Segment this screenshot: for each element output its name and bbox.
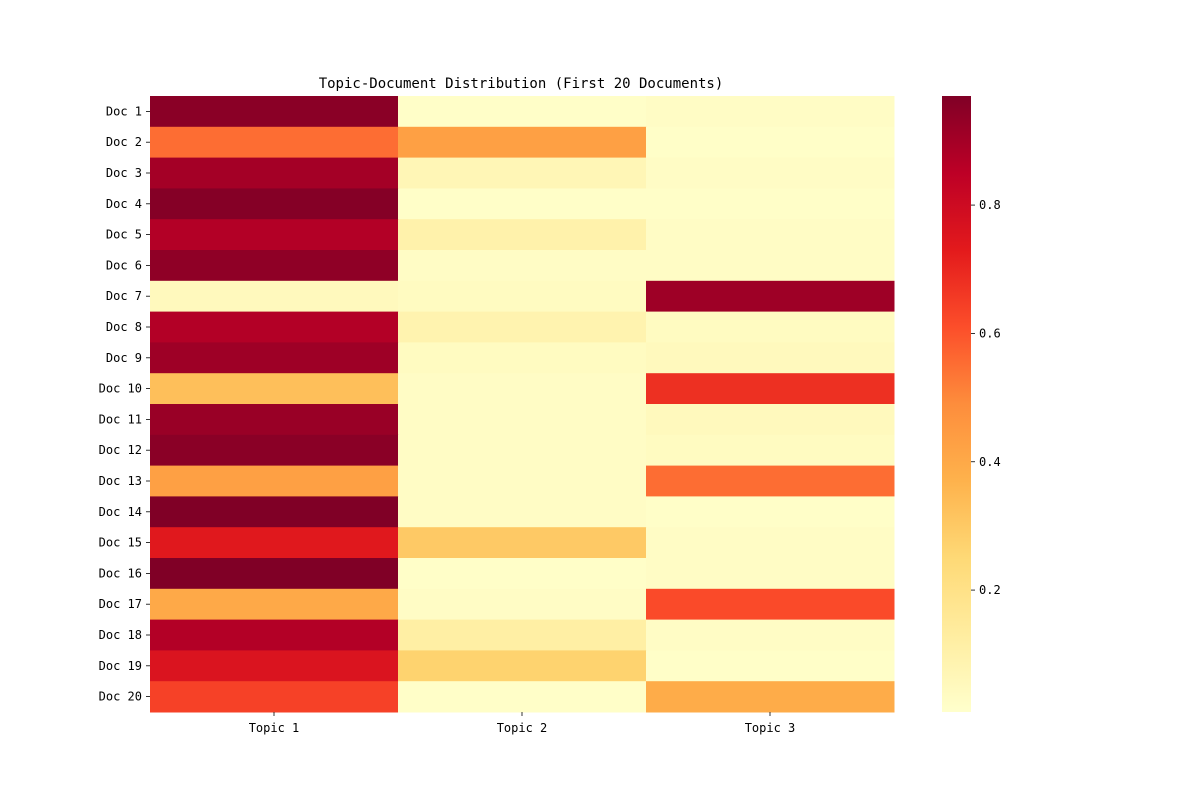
heatmap-cell <box>398 188 647 220</box>
y-tick-label: Doc 5 <box>106 228 142 242</box>
heatmap-cell <box>646 681 895 713</box>
y-tick-label: Doc 16 <box>99 566 142 580</box>
y-axis-ticks: Doc 1 Doc 2 Doc 3 Doc 4 Doc 5 Doc 6 Doc 7 Doc 8… <box>99 104 150 704</box>
y-tick-label: Doc 12 <box>99 443 142 457</box>
y-tick-label: Doc 3 <box>106 166 142 180</box>
y-tick-label: Doc 6 <box>106 258 142 272</box>
heatmap-cell <box>150 157 399 189</box>
heatmap-cell <box>398 342 647 374</box>
x-tick-label: Topic 2 <box>497 721 548 735</box>
heatmap-cell <box>150 373 399 405</box>
x-axis-ticks: Topic 1 Topic 2 Topic 3 <box>249 712 796 735</box>
heatmap-cell <box>398 311 647 343</box>
heatmap-cell <box>150 681 399 713</box>
heatmap-cell <box>150 126 399 159</box>
y-tick-label: Doc 4 <box>106 197 142 211</box>
x-tick-label: Topic 1 <box>249 721 300 735</box>
heatmap-cell <box>646 465 895 497</box>
heatmap-cell <box>646 311 895 343</box>
heatmap-cell <box>150 342 399 374</box>
heatmap-cell <box>150 496 399 528</box>
y-tick-label: Doc 17 <box>99 597 142 611</box>
heatmap-cell <box>646 96 895 128</box>
y-tick-label: Doc 2 <box>106 135 142 149</box>
heatmap-cell <box>646 558 895 590</box>
heatmap-cell <box>150 404 399 436</box>
heatmap-cell <box>150 96 399 128</box>
heatmap-cell <box>398 588 647 621</box>
heatmap-cell <box>646 650 895 682</box>
heatmap-cell <box>398 465 647 497</box>
colorbar-tick-label: 0.4 <box>979 455 1001 469</box>
heatmap-cell <box>398 619 647 651</box>
heatmap-cell <box>150 434 399 467</box>
heatmap-cell <box>150 650 399 682</box>
heatmap-cell <box>646 434 895 467</box>
heatmap-cell <box>398 280 647 313</box>
heatmap-cell <box>150 558 399 590</box>
y-tick-label: Doc 20 <box>99 690 142 704</box>
heatmap-cell <box>150 280 399 313</box>
heatmap-cell <box>398 681 647 713</box>
heatmap-cell <box>646 280 895 313</box>
heatmap-cell <box>646 219 895 251</box>
y-tick-label: Doc 11 <box>99 412 142 426</box>
colorbar-tick-label: 0.6 <box>979 326 1001 340</box>
colorbar-gradient <box>942 96 971 712</box>
y-tick-label: Doc 8 <box>106 320 142 334</box>
y-tick-label: Doc 14 <box>99 505 142 519</box>
heatmap-cell <box>398 219 647 251</box>
chart-title: Topic-Document Distribution (First 20 Do… <box>319 76 724 92</box>
heatmap-cell <box>646 188 895 220</box>
heatmap-cell <box>150 527 399 559</box>
heatmap-cell <box>398 96 647 128</box>
heatmap-cell <box>150 311 399 343</box>
heatmap-cells <box>150 96 895 713</box>
heatmap-cell <box>398 126 647 159</box>
heatmap-cell <box>150 465 399 497</box>
colorbar-tick-label: 0.2 <box>979 583 1001 597</box>
heatmap-cell <box>646 126 895 159</box>
colorbar: 0.2 0.4 0.6 0.8 <box>942 96 1001 712</box>
y-tick-label: Doc 10 <box>99 382 142 396</box>
heatmap-cell <box>646 250 895 282</box>
colorbar-tick-label: 0.8 <box>979 198 1001 212</box>
heatmap-cell <box>150 588 399 621</box>
x-tick-label: Topic 3 <box>745 721 796 735</box>
heatmap-cell <box>398 404 647 436</box>
y-tick-label: Doc 9 <box>106 351 142 365</box>
heatmap-cell <box>398 250 647 282</box>
heatmap-cell <box>646 157 895 189</box>
heatmap-cell <box>646 588 895 621</box>
heatmap-cell <box>150 250 399 282</box>
heatmap-cell <box>646 404 895 436</box>
y-tick-label: Doc 19 <box>99 659 142 673</box>
heatmap-cell <box>398 434 647 467</box>
heatmap-cell <box>646 373 895 405</box>
heatmap-cell <box>398 527 647 559</box>
heatmap-cell <box>398 496 647 528</box>
heatmap-cell <box>646 342 895 374</box>
heatmap-cell <box>150 219 399 251</box>
heatmap-cell <box>398 650 647 682</box>
heatmap-cell <box>398 157 647 189</box>
y-tick-label: Doc 13 <box>99 474 142 488</box>
heatmap-cell <box>646 496 895 528</box>
heatmap-cell <box>398 558 647 590</box>
heatmap-cell <box>398 373 647 405</box>
heatmap-cell <box>646 527 895 559</box>
y-tick-label: Doc 1 <box>106 104 142 118</box>
heatmap-cell <box>646 619 895 651</box>
y-tick-label: Doc 18 <box>99 628 142 642</box>
y-tick-label: Doc 15 <box>99 536 142 550</box>
heatmap-cell <box>150 619 399 651</box>
heatmap-cell <box>150 188 399 220</box>
y-tick-label: Doc 7 <box>106 289 142 303</box>
